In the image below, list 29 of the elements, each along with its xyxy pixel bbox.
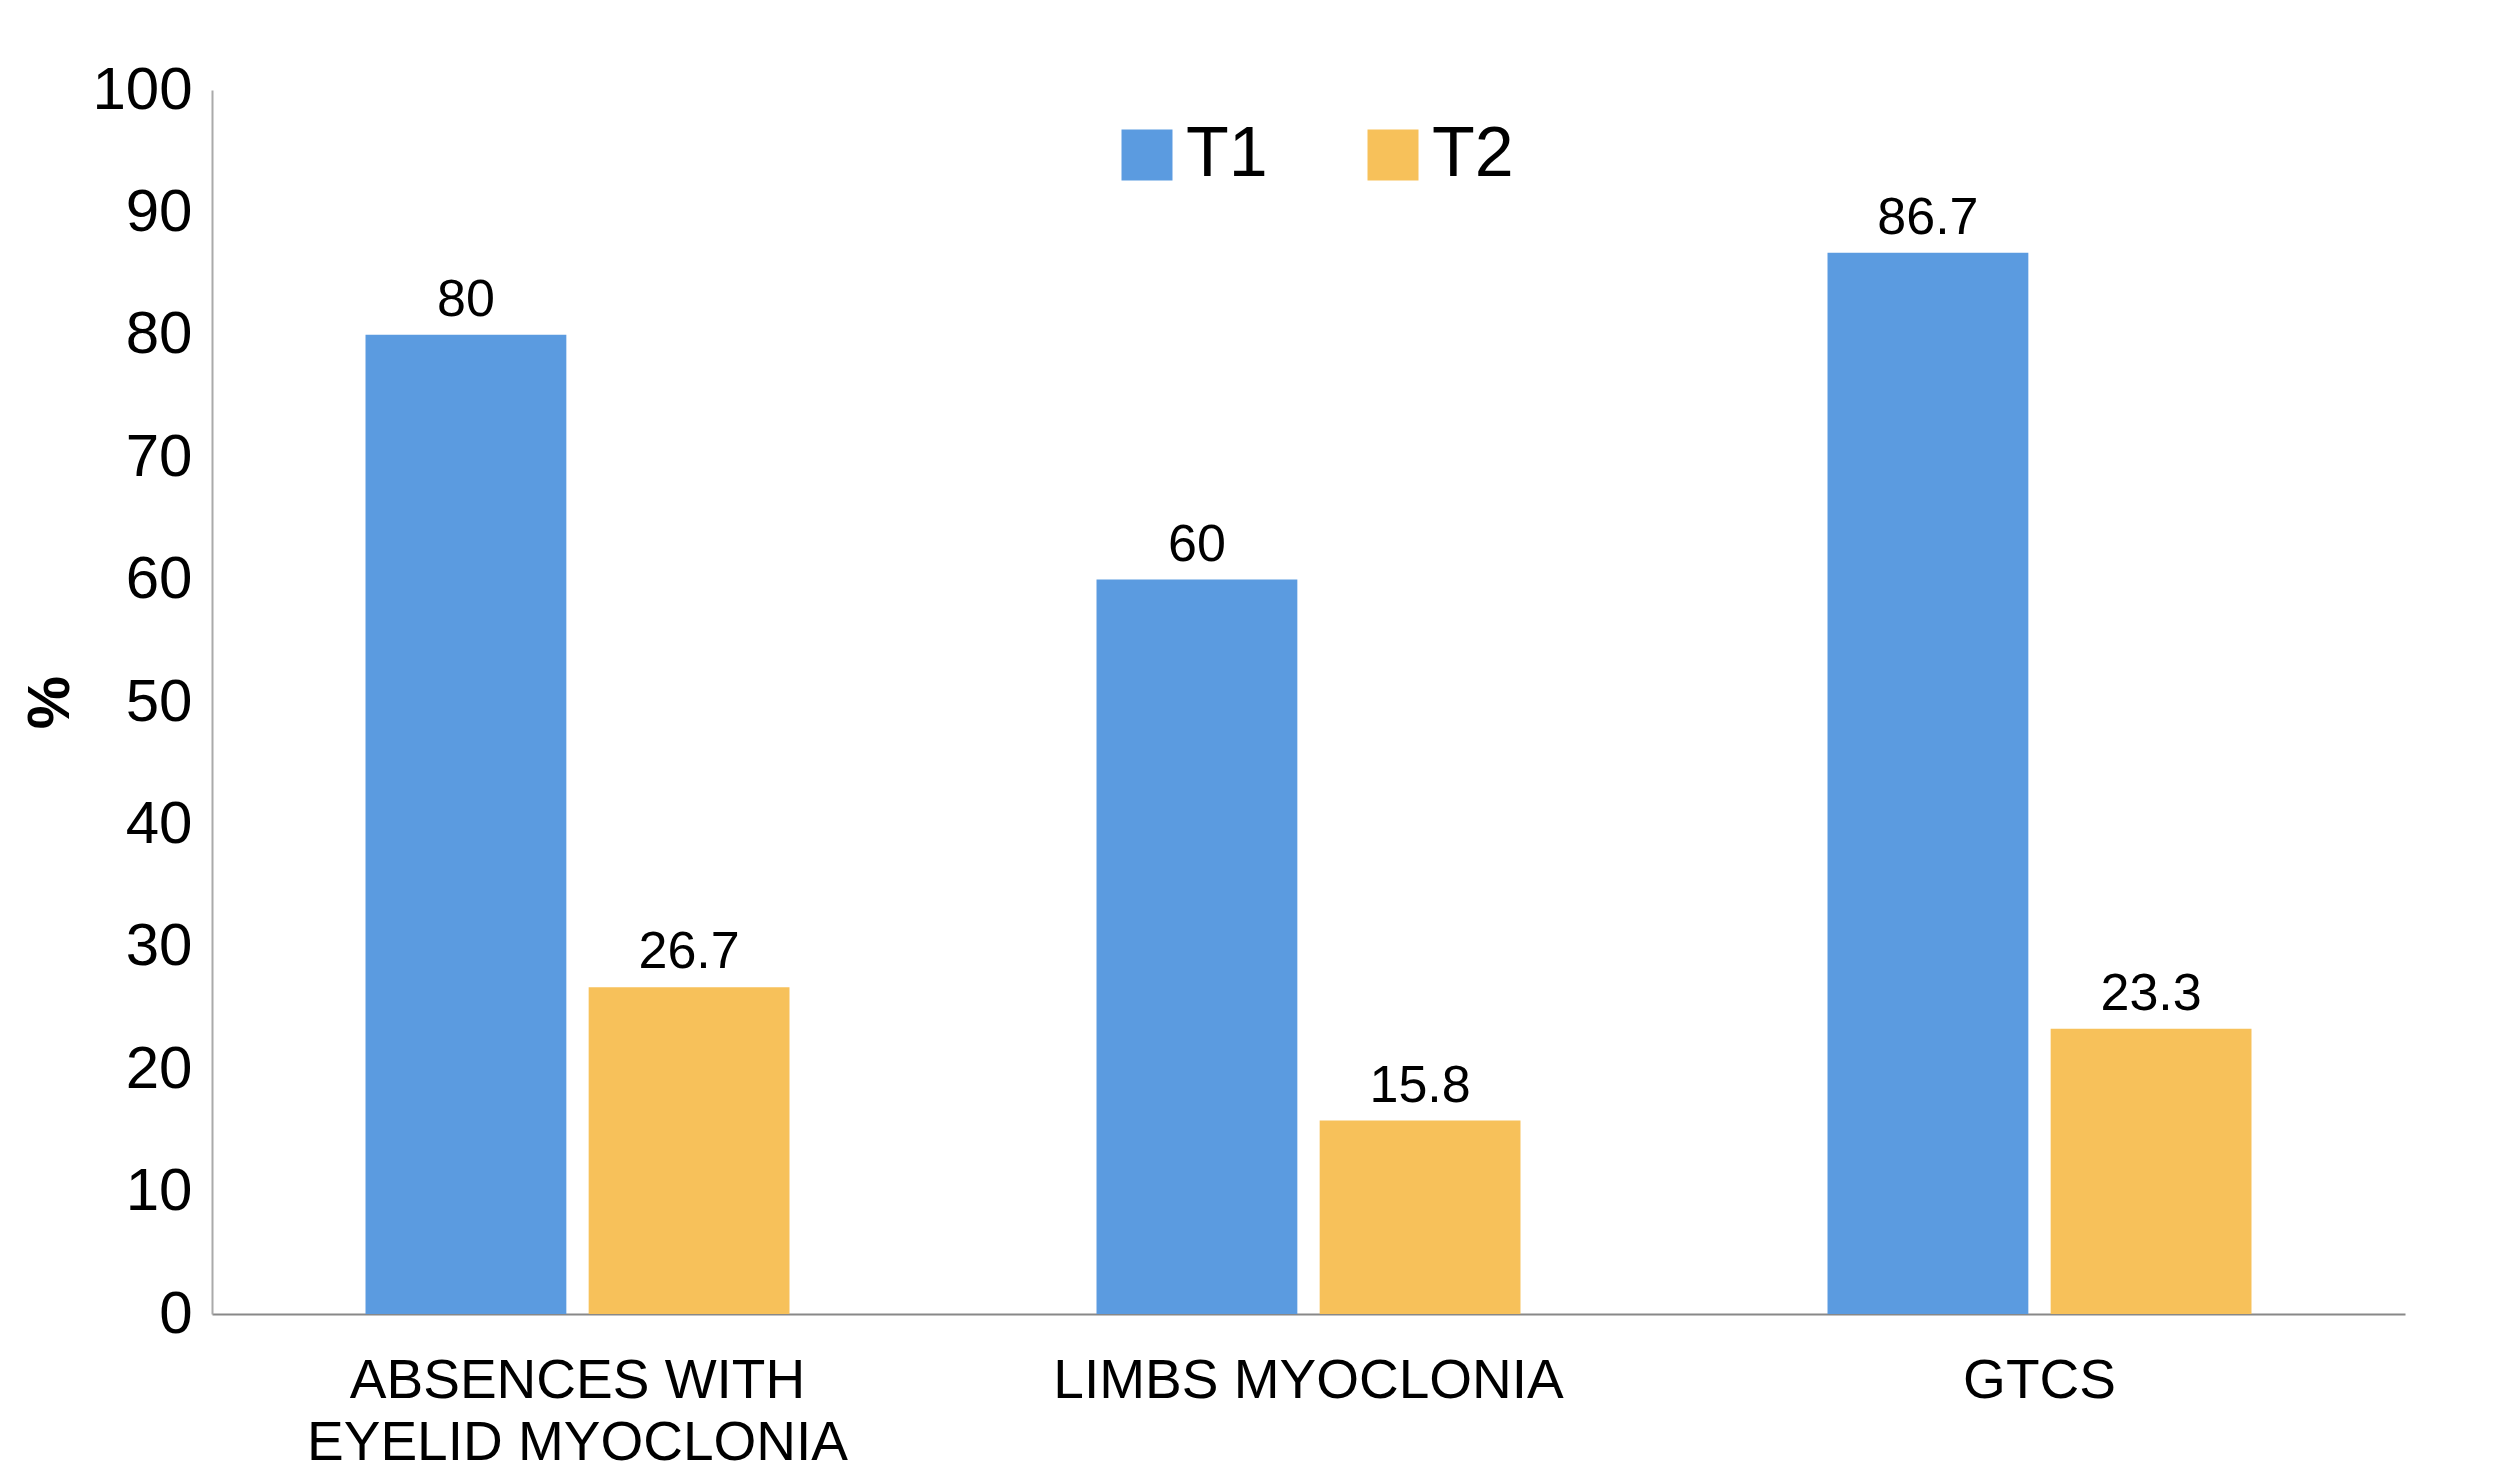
y-tick-label: 90 [125, 176, 193, 244]
x-tick-label: ABSENCES WITH EYELID MYOCLONIA [307, 1347, 849, 1472]
y-tick-label: 30 [125, 911, 193, 979]
data-label: 80 [437, 268, 495, 327]
data-label: 86.7 [1877, 186, 1979, 245]
legend-label: T2 [1432, 113, 1514, 191]
y-tick-label: 80 [125, 299, 193, 367]
x-tick-label: LIMBS MYOCLONIA [1053, 1347, 1565, 1410]
y-tick-label: 70 [125, 421, 193, 489]
y-tick-label: 60 [125, 544, 193, 612]
legend-label: T1 [1186, 113, 1268, 191]
data-label: 23.3 [2100, 962, 2202, 1021]
data-label: 60 [1168, 513, 1226, 572]
bar [588, 987, 790, 1314]
y-tick-label: 100 [92, 54, 193, 122]
data-label: 15.8 [1369, 1054, 1471, 1113]
x-tick-label: GTCS [1963, 1347, 2116, 1410]
bar [365, 334, 567, 1314]
bar [1827, 252, 2029, 1314]
bar [1319, 1120, 1521, 1314]
bar [1096, 579, 1298, 1314]
bar [2050, 1028, 2252, 1314]
y-tick-label: 0 [159, 1278, 193, 1346]
y-tick-label: 40 [125, 788, 193, 856]
y-tick-label: 20 [125, 1033, 193, 1101]
y-tick-label: 50 [125, 666, 193, 734]
y-axis-title: % [15, 675, 83, 730]
y-tick-label: 10 [125, 1156, 193, 1224]
data-label: 26.7 [638, 921, 740, 980]
